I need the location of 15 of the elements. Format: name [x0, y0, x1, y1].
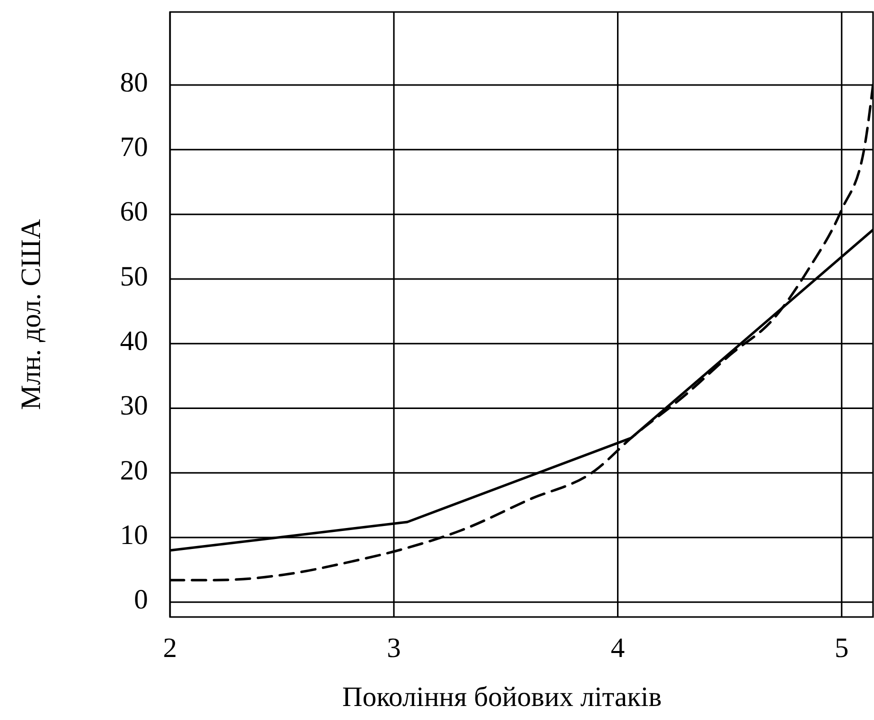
y-tick-label: 50: [120, 261, 148, 292]
y-tick-label: 60: [120, 196, 148, 228]
y-tick-label: 80: [120, 67, 148, 98]
x-tick-label: 4: [610, 633, 625, 664]
x-tick-label: 2: [163, 633, 177, 664]
y-tick-label: 10: [120, 520, 148, 551]
y-tick-label: 40: [120, 326, 148, 358]
x-tick-label: 3: [386, 633, 401, 664]
x-tick-label: 5: [834, 633, 849, 664]
y-tick-label: 0: [134, 584, 148, 616]
y-tick-label: 70: [120, 132, 148, 164]
y-axis-title: Млн. дол. США: [16, 218, 47, 410]
x-axis-title: Покоління бойових літаків: [342, 682, 662, 713]
y-tick-label: 30: [120, 390, 148, 422]
y-tick-label: 20: [120, 455, 148, 486]
